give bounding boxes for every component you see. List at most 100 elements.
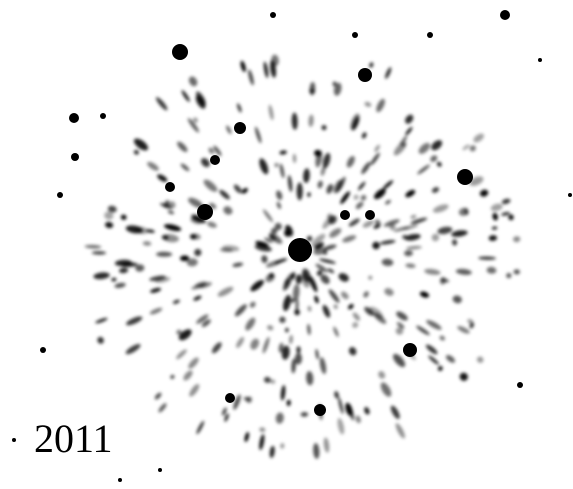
knot (213, 145, 222, 157)
knot (492, 212, 498, 221)
knot (193, 295, 202, 301)
knot (287, 175, 293, 192)
knot (309, 276, 318, 293)
knot (269, 445, 275, 458)
knot (107, 205, 117, 213)
knot (188, 197, 203, 208)
knot (437, 366, 443, 371)
knot (178, 329, 192, 341)
knot (348, 347, 357, 356)
knot (311, 233, 326, 247)
knot (315, 348, 319, 360)
knot (199, 282, 212, 289)
knot (226, 125, 232, 135)
knot (476, 356, 484, 363)
knot (333, 179, 343, 194)
knot (440, 276, 446, 285)
star (365, 210, 375, 220)
knot (352, 312, 361, 321)
knot (346, 155, 355, 168)
knot (364, 407, 370, 415)
knot (281, 345, 290, 360)
knot (133, 138, 149, 151)
knot (342, 235, 357, 243)
knot (168, 201, 176, 209)
knot (176, 329, 182, 335)
knot (223, 206, 233, 215)
knot (353, 194, 359, 200)
star (500, 10, 510, 20)
knot (355, 201, 364, 210)
knot (208, 147, 215, 154)
knot (405, 263, 416, 268)
knot (369, 306, 384, 320)
knot (119, 267, 129, 274)
star (403, 343, 417, 357)
knot (111, 277, 117, 282)
knot (133, 149, 139, 155)
knot (97, 336, 104, 344)
knot (473, 133, 484, 143)
knot (180, 255, 190, 262)
knot (280, 443, 285, 449)
knot (352, 116, 359, 131)
knot (254, 244, 272, 252)
knot (303, 168, 310, 183)
knot (249, 301, 256, 308)
knot (261, 255, 268, 263)
knot (295, 274, 302, 284)
knot (381, 258, 394, 267)
knot (114, 282, 126, 288)
knot (292, 153, 297, 164)
knot (196, 314, 209, 324)
knot (404, 233, 421, 241)
knot (236, 336, 245, 348)
star (69, 113, 79, 123)
knot (319, 258, 336, 264)
knot (457, 326, 470, 334)
knot (264, 376, 271, 383)
knot (93, 272, 110, 280)
star (427, 32, 433, 38)
knot (322, 304, 331, 318)
knot (319, 357, 327, 374)
star (71, 153, 79, 161)
knot (259, 434, 265, 450)
knot (362, 220, 374, 228)
knot (406, 245, 422, 250)
star (517, 382, 523, 388)
knot (376, 98, 385, 113)
knot (268, 104, 274, 121)
knot (355, 415, 361, 424)
knot (382, 180, 394, 190)
knot (378, 371, 386, 379)
knot (314, 149, 322, 157)
knot (405, 189, 416, 198)
star (457, 169, 473, 185)
knot (244, 432, 250, 442)
knot (211, 342, 222, 354)
knot (279, 150, 287, 155)
knot (300, 412, 309, 417)
knot (294, 352, 303, 365)
star (210, 155, 220, 165)
knot (410, 217, 428, 225)
knot (337, 417, 345, 435)
knot (313, 443, 320, 459)
knot (452, 239, 458, 246)
knot (183, 370, 193, 381)
knot (120, 214, 127, 220)
knot (430, 155, 438, 162)
star (234, 122, 246, 134)
knot (363, 291, 369, 298)
knot (486, 266, 497, 274)
knot (329, 228, 342, 238)
knot (324, 244, 337, 250)
knot (134, 226, 149, 235)
knot (491, 226, 498, 230)
knot (191, 217, 206, 224)
knot (295, 298, 299, 313)
knot (431, 233, 440, 242)
knot (345, 402, 353, 416)
